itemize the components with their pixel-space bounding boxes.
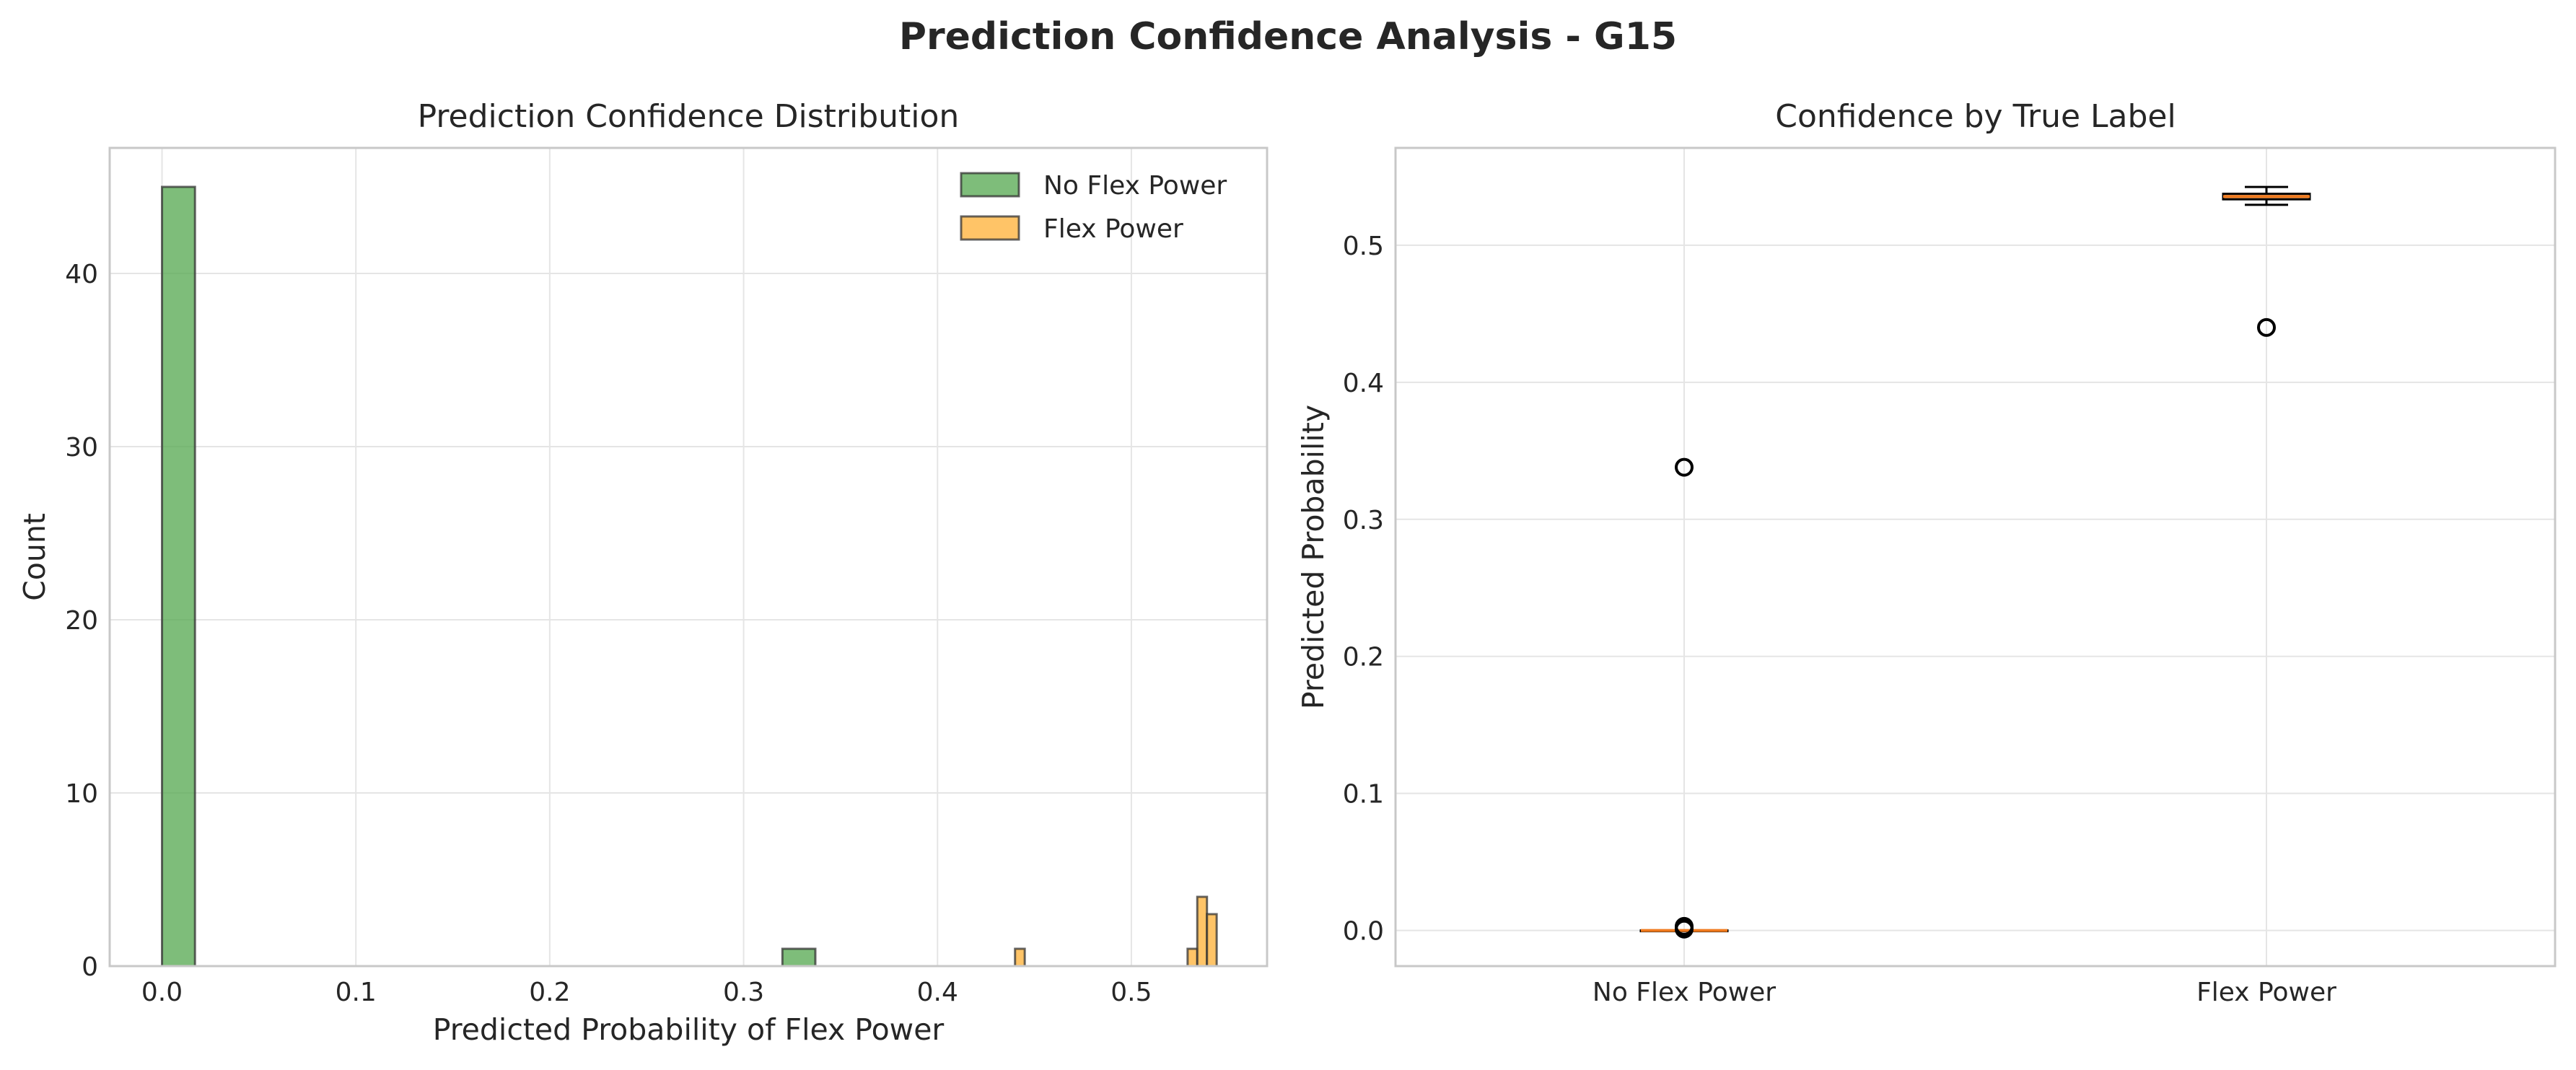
- flex-histogram-bar: [1197, 897, 1206, 966]
- boxplot-y-tick-label: 0.0: [1343, 917, 1384, 947]
- boxplot-category-label: No Flex Power: [1593, 978, 1776, 1007]
- histogram-y-label: Count: [17, 513, 52, 601]
- histogram-y-tick-label: 30: [65, 433, 98, 462]
- histogram-x-tick-label: 0.1: [336, 978, 377, 1007]
- boxplot-frame: [1396, 148, 2555, 966]
- histogram-bars: [162, 187, 1217, 966]
- histogram-panel: Prediction Confidence Distribution 0.0 0.…: [17, 98, 1267, 1047]
- figure-title: Prediction Confidence Analysis - G15: [899, 15, 1677, 58]
- histogram-y-tick-label: 10: [65, 779, 98, 809]
- boxplot-category-label: Flex Power: [2196, 978, 2336, 1007]
- histogram-x-tick-label: 0.0: [141, 978, 183, 1007]
- legend-label-no-flex: No Flex Power: [1043, 171, 1227, 201]
- boxplot-panel: Confidence by True Label No Flex Power Fl…: [1296, 98, 2555, 1007]
- boxplot-title: Confidence by True Label: [1775, 98, 2176, 135]
- no-flex-histogram-bar: [162, 187, 196, 966]
- histogram-x-tick-label: 0.3: [723, 978, 764, 1007]
- flex-histogram-bar: [1015, 949, 1025, 966]
- boxplot-y-ticks: 0.0 0.1 0.2 0.3 0.4 0.5: [1343, 232, 1384, 947]
- boxplot-y-label: Predicted Probability: [1296, 405, 1331, 709]
- histogram-x-tick-label: 0.5: [1110, 978, 1152, 1007]
- histogram-y-tick-label: 20: [65, 606, 98, 636]
- histogram-frame: [110, 148, 1267, 966]
- boxplot-y-tick-label: 0.2: [1343, 643, 1384, 672]
- histogram-x-tick-label: 0.4: [917, 978, 958, 1007]
- no-flex-histogram-bar: [782, 949, 815, 966]
- histogram-x-label: Predicted Probability of Flex Power: [433, 1012, 945, 1047]
- boxplot-y-tick-label: 0.1: [1343, 780, 1384, 810]
- histogram-title: Prediction Confidence Distribution: [418, 98, 960, 135]
- boxplot-marks: [1641, 187, 2310, 937]
- histogram-x-tick-label: 0.2: [529, 978, 570, 1007]
- legend-swatch-flex: [961, 216, 1019, 240]
- boxplot-y-tick-label: 0.4: [1343, 369, 1384, 398]
- boxplot-x-ticks: No Flex Power Flex Power: [1593, 978, 2336, 1007]
- histogram-grid: [110, 148, 1267, 966]
- boxplot-y-tick-label: 0.5: [1343, 232, 1384, 261]
- legend-label-flex: Flex Power: [1043, 214, 1183, 244]
- histogram-legend: No Flex Power Flex Power: [961, 171, 1227, 244]
- flex-histogram-bar: [1207, 914, 1217, 966]
- histogram-x-ticks: 0.0 0.1 0.2 0.3 0.4 0.5: [141, 978, 1152, 1007]
- boxplot-grid: [1396, 148, 2555, 966]
- legend-swatch-no-flex: [961, 173, 1019, 196]
- boxplot-y-tick-label: 0.3: [1343, 506, 1384, 535]
- histogram-y-ticks: 0 10 20 30 40: [65, 260, 98, 982]
- histogram-y-tick-label: 0: [82, 952, 98, 982]
- histogram-y-tick-label: 40: [65, 260, 98, 289]
- flex-histogram-bar: [1188, 949, 1197, 966]
